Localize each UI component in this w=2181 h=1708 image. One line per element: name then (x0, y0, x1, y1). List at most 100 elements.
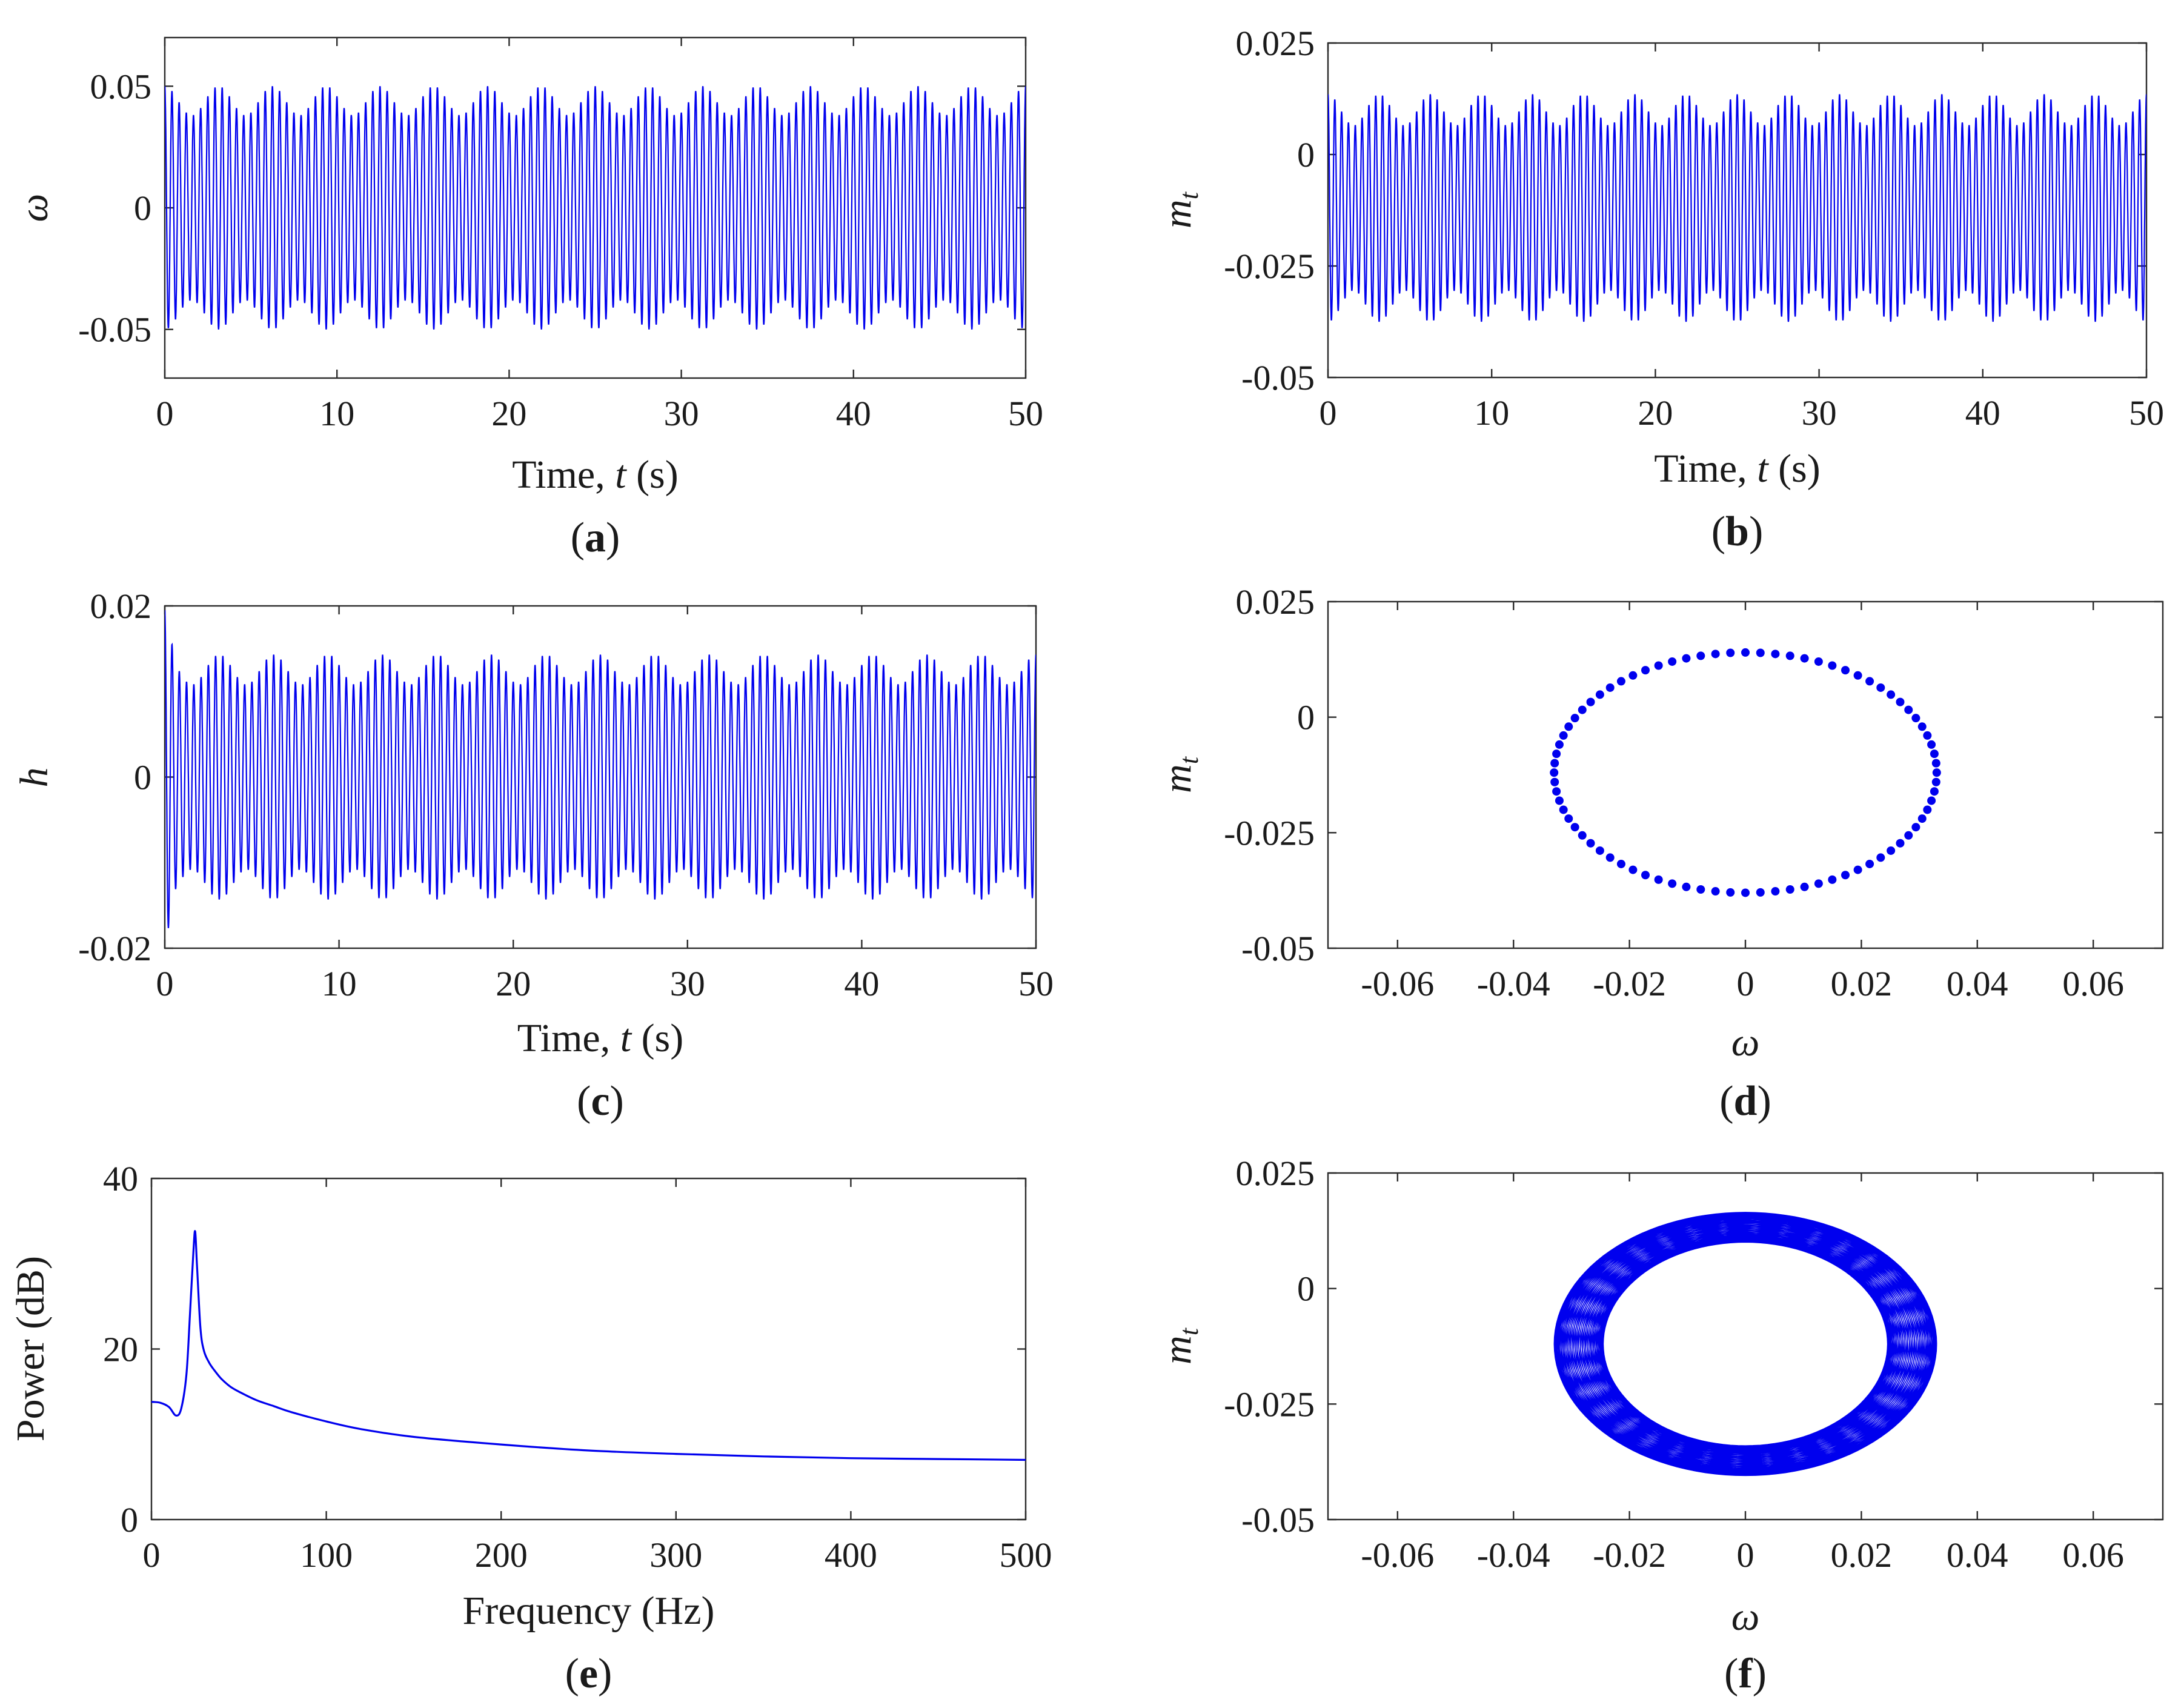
y-tick-label: 0 (134, 188, 151, 228)
y-tick-label: -0.025 (1224, 247, 1315, 286)
poincare-point (1896, 839, 1905, 848)
poincare-point (1911, 714, 1920, 723)
x-tick-label: 50 (2129, 393, 2164, 433)
poincare-point (1559, 731, 1568, 740)
x-tick-label: -0.04 (1477, 1535, 1550, 1575)
poincare-point (1616, 859, 1625, 868)
x-tick-label: -0.02 (1593, 964, 1666, 1003)
y-tick-label: 20 (103, 1330, 138, 1369)
poincare-point (1711, 887, 1720, 896)
x-tick-label: 0 (143, 1535, 161, 1575)
poincare-point (1550, 777, 1559, 786)
x-axis-label-variable: t (620, 1016, 632, 1060)
poincare-point (1876, 683, 1885, 692)
x-tick-label: -0.04 (1477, 964, 1550, 1003)
poincare-point (1552, 787, 1561, 796)
y-axis-label: h (12, 768, 56, 788)
poincare-point (1578, 831, 1587, 840)
x-tick-label: -0.02 (1593, 1535, 1666, 1575)
x-tick-label: 0.06 (2062, 1535, 2124, 1575)
panel-label: (e) (565, 1650, 612, 1697)
poincare-point (1605, 853, 1615, 862)
poincare-point (1756, 648, 1765, 657)
y-tick-label: -0.05 (1241, 1500, 1315, 1540)
poincare-point (1887, 690, 1896, 699)
panel-label-letter: a (585, 514, 606, 561)
x-axis-label: Frequency (Hz) (463, 1589, 715, 1633)
poincare-point (1726, 648, 1735, 657)
poincare-point (1904, 705, 1913, 714)
poincare-point (1564, 814, 1573, 823)
x-tick-label: 0 (156, 964, 174, 1003)
panel-label: (a) (571, 514, 620, 561)
y-tick-label: 40 (103, 1159, 138, 1198)
y-axis-label-subscript: t (1174, 756, 1204, 764)
y-tick-label: 0 (134, 758, 151, 797)
poincare-point (1696, 651, 1705, 660)
phase-trajectory-line (1553, 1212, 1937, 1477)
poincare-point (1771, 650, 1780, 659)
x-axis-label-text: Time, (512, 453, 615, 497)
y-tick-label: 0.05 (90, 67, 152, 106)
x-tick-label: 0 (1737, 1535, 1754, 1575)
y-tick-label: -0.05 (1241, 929, 1315, 968)
x-axis-label: Time, t (s) (1654, 447, 1820, 491)
poincare-point (1741, 648, 1750, 657)
panel-b-mt-time-series: 0 10 20 30 40 50 -0.05 -0.025 0 0.025 Time, t (s) m… (1155, 24, 2164, 555)
x-tick-label: 100 (300, 1535, 353, 1575)
y-axis-label: mt (1155, 1327, 1204, 1364)
panel-a-omega-time-series: 0 10 20 30 40 50 -0.05 0 0.05 Time, t (s) ω (a) (12, 36, 1043, 561)
poincare-point (1841, 871, 1850, 880)
poincare-point (1927, 740, 1936, 749)
x-tick-label: 0 (1737, 964, 1754, 1003)
x-tick-label: 0 (156, 394, 174, 433)
poincare-point (1668, 657, 1677, 666)
x-axis-label: Time, t (s) (512, 453, 678, 497)
y-tick-label: 0 (1297, 698, 1315, 737)
poincare-point (1586, 697, 1595, 706)
poincare-point (1828, 875, 1837, 884)
poincare-point (1741, 888, 1750, 897)
y-tick-label: 0.025 (1236, 1154, 1315, 1193)
poincare-point (1853, 671, 1862, 680)
poincare-point (1887, 846, 1896, 855)
y-axis-label: mt (1155, 191, 1204, 228)
panel-label-letter: b (1725, 508, 1749, 555)
panel-label-letter: d (1734, 1078, 1758, 1125)
y-axis-label: ω (12, 194, 56, 222)
panel-d-poincare-map: -0.06 -0.04 -0.02 0 0.02 0.04 0.06 -0.05 -0.025 0… (1155, 582, 2164, 1125)
poincare-point (1865, 859, 1874, 868)
poincare-point (1800, 882, 1809, 891)
x-axis-label-variable: t (1757, 447, 1769, 491)
panel-label: (b) (1711, 508, 1764, 555)
poincare-point (1641, 871, 1650, 880)
poincare-point (1595, 690, 1604, 699)
poincare-point (1785, 651, 1794, 660)
poincare-point (1930, 787, 1939, 796)
poincare-point (1726, 888, 1735, 897)
x-tick-label: -0.06 (1361, 964, 1434, 1003)
y-tick-label: -0.025 (1224, 813, 1315, 852)
series-line-a (165, 86, 1026, 330)
poincare-point (1628, 865, 1638, 874)
poincare-point (1814, 657, 1823, 666)
x-tick-label: 0.06 (2062, 964, 2124, 1003)
x-tick-label: 40 (836, 394, 871, 433)
x-axis-label-text: Time, (517, 1016, 620, 1060)
poincare-point (1904, 831, 1913, 840)
x-tick-label: 500 (1000, 1535, 1052, 1575)
poincare-point (1841, 666, 1850, 675)
y-tick-label: 0 (1297, 1269, 1315, 1309)
poincare-point (1932, 768, 1941, 777)
poincare-point (1896, 697, 1905, 706)
panel-label: (d) (1719, 1078, 1771, 1125)
poincare-point (1555, 740, 1564, 749)
y-axis-label: Power (dB) (8, 1256, 53, 1441)
poincare-point (1552, 749, 1561, 759)
plot-data-layer (1328, 94, 2146, 322)
poincare-point (1555, 796, 1564, 805)
plot-data-layer (1553, 1212, 1937, 1477)
y-axis-label-symbol: m (1155, 1335, 1200, 1364)
plot-area-frame (1327, 42, 2148, 379)
